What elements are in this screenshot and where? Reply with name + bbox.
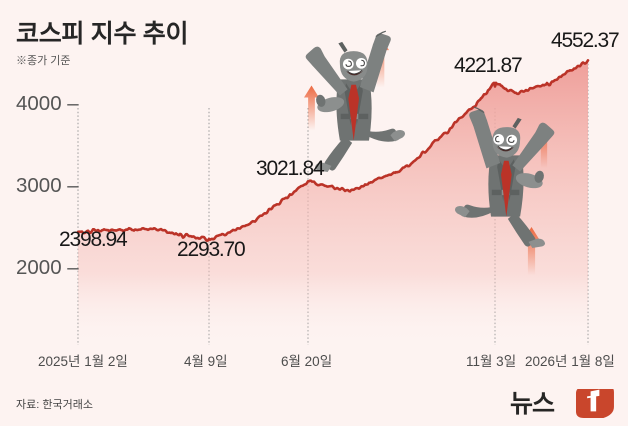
svg-text:뉴스: 뉴스 [510, 390, 555, 418]
